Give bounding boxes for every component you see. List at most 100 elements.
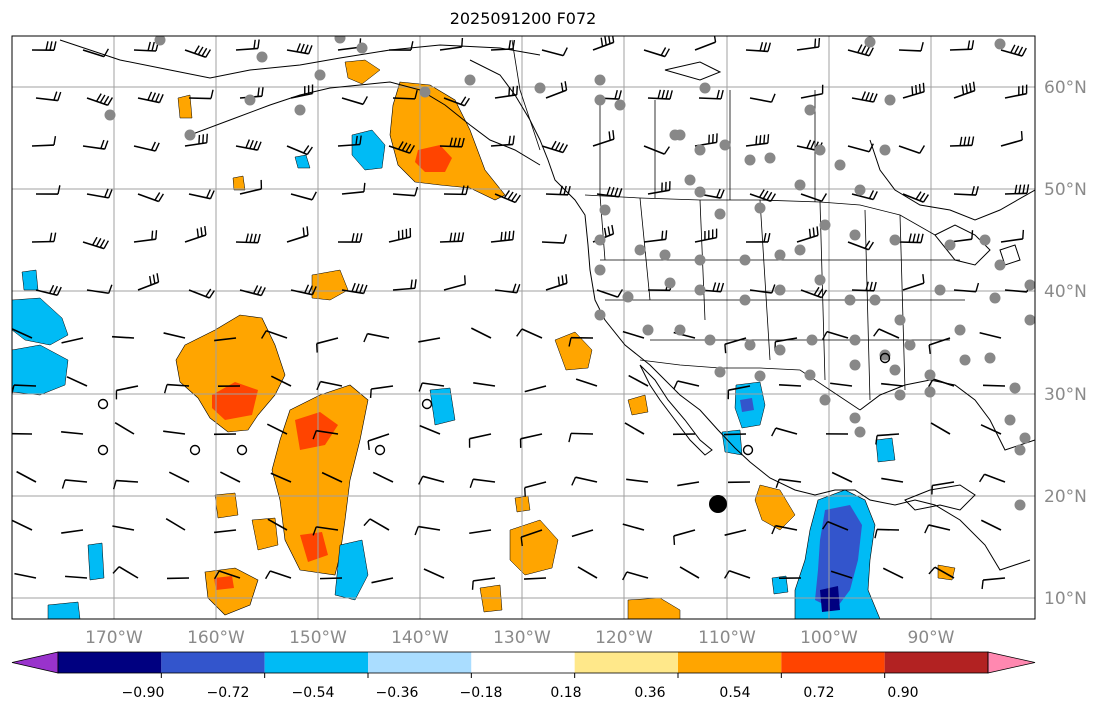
wind-barb [473,382,496,387]
negative-anomaly [771,575,789,595]
wind-barb [902,191,929,203]
colorbar-segment [58,652,162,673]
wind-barb [443,185,469,196]
station-dot [849,359,861,371]
colorbar-segment [574,652,678,673]
wind-barb [545,274,568,291]
negative-anomaly [294,154,311,169]
wind-barb [367,433,390,451]
hudson-east [869,139,1035,221]
greenland-tip [664,61,722,81]
station-dot [699,82,711,94]
wind-barb [898,42,924,52]
north-america-west-coast [469,59,1031,571]
station-dot [994,259,1006,271]
wind-barb [267,518,288,531]
wind-barb [414,525,441,536]
wind-barb [775,478,802,488]
wind-barb [372,471,394,483]
wind-barb [979,331,1002,339]
wind-barb [163,430,186,435]
wind-barb [239,179,263,195]
station-dot [904,339,916,351]
wind-barb [677,481,700,487]
station-dot [622,291,634,303]
wind-barb [953,81,976,99]
wind-barb [439,137,465,148]
station-dot [764,152,776,164]
wind-barb [388,141,416,154]
station-dot [294,104,306,116]
station-dot [659,249,671,261]
wind-barb [264,570,292,580]
station-dot [714,366,726,378]
positive-anomaly-strong [214,576,234,590]
wind-barb [523,577,547,580]
station-dot [984,352,996,364]
wind-barb [771,524,798,535]
wind-barb [112,479,139,490]
wind-barb [239,285,266,297]
wind-barb [439,232,465,243]
wind-barb [82,139,109,150]
wind-barb [490,135,515,147]
colorbar-tick-label: −0.90 [122,685,165,701]
wind-barb [260,330,288,339]
station-dot [594,234,606,246]
negative-anomaly-deep [820,586,840,612]
station-dot [954,324,966,336]
wind-barb [31,41,57,51]
station-dot [924,369,936,381]
wind-barb [133,141,160,152]
station-dot [794,244,806,256]
wind-barb [137,273,160,291]
us-mexico-border [639,359,861,411]
station-dot [806,334,818,346]
station-dot [884,94,896,106]
wind-barb [979,473,1006,483]
wind-barb [745,42,772,53]
positive-anomaly [175,314,286,433]
positive-anomaly [177,94,193,119]
positive-anomaly [232,175,246,191]
station-dot [104,109,116,121]
colorbar-tick-label: 0.90 [887,685,918,701]
colorbar [11,651,1036,678]
wind-barb [235,139,262,151]
wind-barb [316,337,339,353]
wind-barb [468,433,492,448]
wind-barb [112,525,135,531]
wind-barb [698,89,724,100]
lon-label: 90°W [908,628,955,648]
wind-barb [214,337,237,342]
wind-barb [419,424,441,435]
wind-barb [622,571,649,581]
wind-barb [86,284,113,295]
wind-barb [1004,184,1030,195]
wind-barb [745,134,770,147]
wind-barb [133,230,158,243]
station-dot [694,186,706,198]
wind-barb [953,185,979,196]
wind-barb [673,380,700,390]
station-dot [669,129,681,141]
wind-barb [337,135,362,147]
wind-barb [800,286,828,299]
wind-barb [881,477,904,483]
station-dot [844,294,856,306]
station-dot [934,284,946,296]
wind-barb [928,566,955,579]
wind-barb [86,188,113,199]
colorbar-segment [884,652,988,673]
negative-anomaly [47,601,81,619]
wind-barb [114,421,135,435]
wind-barb [61,431,84,435]
lon-label: 100°W [800,628,858,648]
wind-barb [423,568,445,579]
wind-barb [643,145,670,155]
station-dot [154,36,166,46]
alaska-border [511,39,541,151]
wind-barb [341,182,366,195]
wind-barb [184,45,212,59]
